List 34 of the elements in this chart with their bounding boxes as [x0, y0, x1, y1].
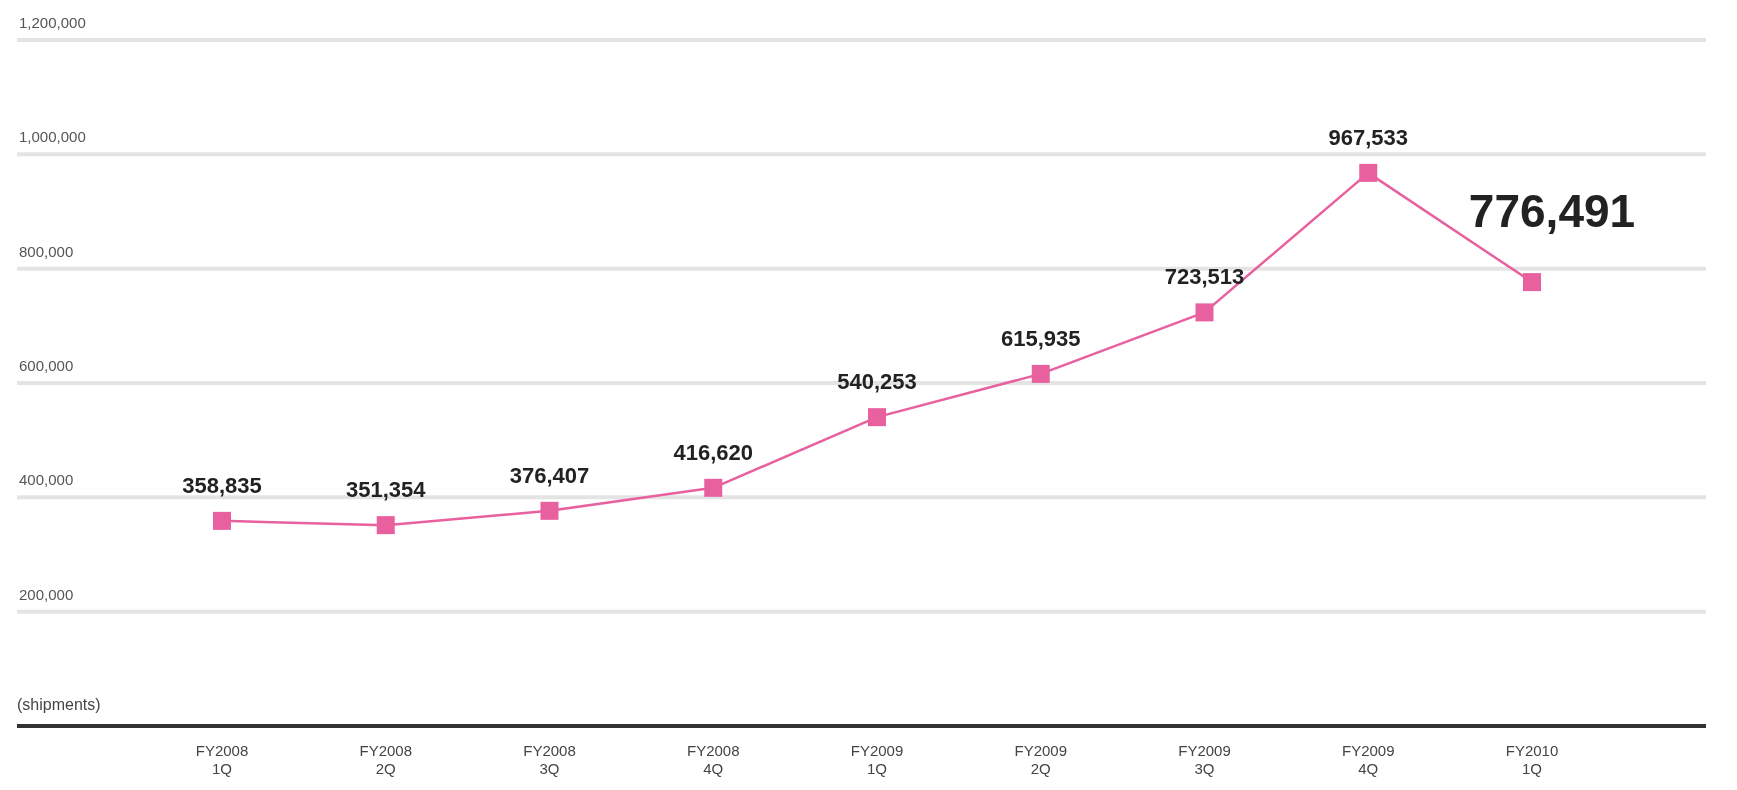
data-label: 416,620 [673, 439, 754, 465]
x-tick-label: FY2008 1Q [195, 742, 249, 777]
text: 400,000 [19, 471, 74, 489]
data-label: 376,407 [509, 462, 590, 488]
data-label: 351,354 [345, 477, 427, 503]
point [1195, 303, 1214, 322]
x-tick-label: FY2008 3Q [523, 742, 576, 777]
data-label: 723,513 [1164, 264, 1245, 290]
point [1359, 163, 1378, 182]
data-label: 776,491 [1468, 185, 1636, 238]
data-label: 615,935 [1000, 325, 1081, 351]
data-label: 967,533 [1328, 124, 1409, 150]
x-tick-label: FY2009 1Q [850, 742, 904, 777]
point [1523, 273, 1541, 292]
text: 200,000 [19, 585, 74, 603]
point [1031, 364, 1050, 383]
text: 800,000 [19, 242, 74, 260]
point [704, 478, 723, 497]
point [213, 511, 231, 530]
text: 600,000 [19, 357, 74, 374]
point [868, 408, 886, 427]
point [540, 501, 559, 520]
x-tick-label: FY2009 4Q [1341, 742, 1395, 777]
x-tick-label: FY2009 3Q [1178, 742, 1231, 777]
text: 1,200,000 [19, 14, 86, 31]
point [376, 516, 395, 535]
text: 1,000,000 [19, 128, 86, 146]
x-tick-label: FY2008 2Q [359, 742, 413, 777]
x-tick-label: FY2010 1Q [1505, 742, 1559, 777]
y-axis-title: (shipments) [17, 696, 101, 713]
data-label: 540,253 [837, 369, 917, 395]
x-tick-label: FY2009 2Q [1014, 742, 1068, 777]
data-label: 358,835 [182, 472, 262, 498]
x-tick-label: FY2008 4Q [686, 742, 740, 777]
